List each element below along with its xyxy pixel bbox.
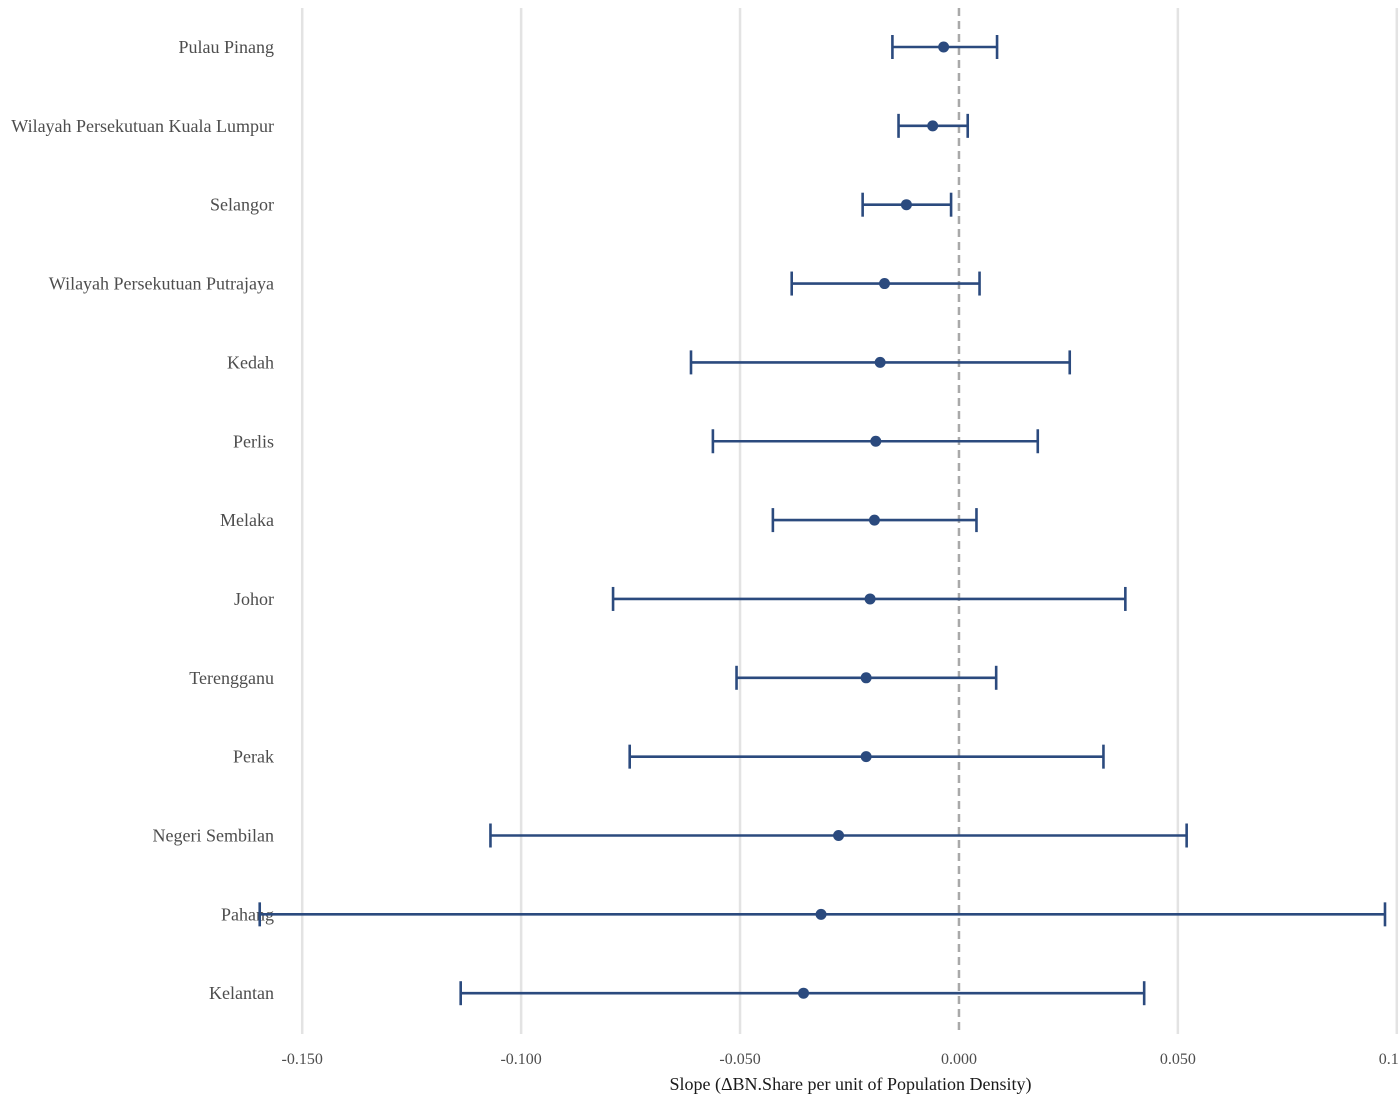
point-estimate <box>870 435 882 447</box>
state-label: Kedah <box>227 352 274 372</box>
x-axis-title: Slope (ΔBN.Share per unit of Population … <box>669 1074 1031 1094</box>
state-label: Melaka <box>220 510 274 530</box>
row-selangor: Selangor <box>210 192 953 217</box>
point-estimate <box>927 120 939 132</box>
x-tick-label: 0.000 <box>941 1051 977 1068</box>
state-label: Perak <box>233 747 274 767</box>
row-perak: Perak <box>233 744 1105 769</box>
point-estimate <box>874 356 886 368</box>
row-pahang: Pahang <box>221 902 1387 927</box>
point-estimate <box>815 908 827 920</box>
x-tick-label: 0.050 <box>1160 1051 1196 1068</box>
point-estimate <box>864 593 876 605</box>
row-kelantan: Kelantan <box>209 981 1146 1006</box>
state-label: Wilayah Persekutuan Kuala Lumpur <box>11 116 274 136</box>
state-label: Negeri Sembilan <box>153 826 274 846</box>
row-wilayah-persekutuan-kuala-lumpur: Wilayah Persekutuan Kuala Lumpur <box>11 113 970 138</box>
row-melaka: Melaka <box>220 508 978 533</box>
state-label: Kelantan <box>209 983 274 1003</box>
row-wilayah-persekutuan-putrajaya: Wilayah Persekutuan Putrajaya <box>49 271 981 296</box>
x-tick-label: -0.150 <box>282 1051 323 1068</box>
state-label: Terengganu <box>189 668 274 688</box>
vertical-gridlines <box>300 8 1399 1034</box>
x-axis-tick-labels: -0.150 -0.100 -0.050 0.000 0.050 0.100 <box>282 1051 1399 1068</box>
point-estimate <box>879 278 891 290</box>
row-negeri-sembilan: Negeri Sembilan <box>153 823 1188 848</box>
point-estimate <box>833 830 845 841</box>
point-estimate <box>798 987 810 999</box>
row-perlis: Perlis <box>233 429 1040 454</box>
row-kedah: Kedah <box>227 350 1072 375</box>
row-johor: Johor <box>234 586 1127 611</box>
estimate-rows: Pulau Pinang Wilayah Persekutuan Kuala Lu… <box>11 35 1387 1006</box>
state-label: Selangor <box>210 195 274 215</box>
point-estimate <box>868 514 880 526</box>
state-label: Pulau Pinang <box>178 37 274 57</box>
point-estimate <box>900 199 912 211</box>
point-estimate <box>938 41 950 53</box>
state-label: Perlis <box>233 431 274 451</box>
state-label: Wilayah Persekutuan Putrajaya <box>49 274 274 294</box>
state-label: Johor <box>234 589 274 609</box>
row-pulau-pinang: Pulau Pinang <box>178 35 999 59</box>
x-tick-label: -0.050 <box>719 1051 760 1068</box>
point-estimate <box>860 751 872 763</box>
x-tick-label: 0.100 <box>1379 1051 1399 1068</box>
x-tick-label: -0.100 <box>500 1051 541 1068</box>
row-terengganu: Terengganu <box>189 665 998 690</box>
point-estimate <box>860 672 872 684</box>
